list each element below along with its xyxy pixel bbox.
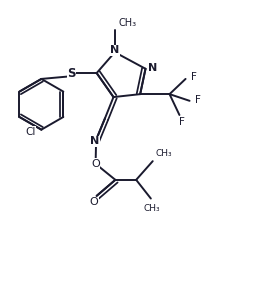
- Text: F: F: [179, 118, 184, 128]
- Text: CH₃: CH₃: [118, 18, 136, 28]
- Text: S: S: [67, 67, 76, 80]
- Text: N: N: [110, 45, 119, 55]
- Text: N: N: [148, 63, 158, 73]
- Text: CH₃: CH₃: [156, 149, 172, 158]
- Text: CH₃: CH₃: [144, 204, 160, 213]
- Text: F: F: [191, 72, 197, 82]
- Text: O: O: [90, 197, 98, 207]
- Text: F: F: [195, 95, 201, 105]
- Text: N: N: [91, 136, 100, 146]
- Text: O: O: [91, 159, 100, 169]
- Text: Cl: Cl: [25, 127, 35, 137]
